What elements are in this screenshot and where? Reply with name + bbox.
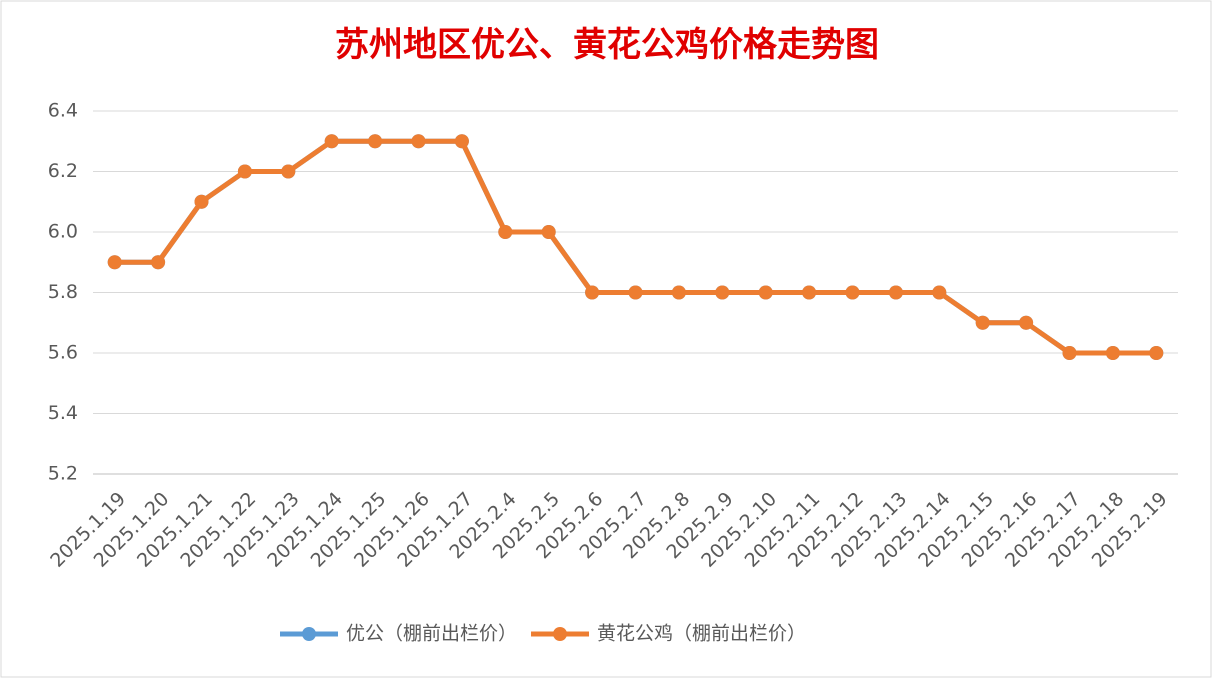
data-point xyxy=(368,134,383,149)
data-point xyxy=(498,225,513,239)
data-point xyxy=(585,285,600,300)
data-point xyxy=(151,255,166,270)
data-point xyxy=(888,285,903,300)
y-tick-label: 5.8 xyxy=(48,281,78,303)
data-point xyxy=(107,255,122,270)
y-tick-label: 6.2 xyxy=(48,160,78,182)
data-point xyxy=(411,134,426,149)
data-point xyxy=(1149,346,1164,360)
data-point xyxy=(758,285,773,300)
y-tick-label: 5.4 xyxy=(48,402,78,424)
y-tick-label: 6.4 xyxy=(48,100,78,122)
y-tick-label: 5.6 xyxy=(48,342,78,364)
data-point xyxy=(1019,315,1034,330)
y-tick-label: 6.0 xyxy=(48,221,78,243)
data-point xyxy=(281,164,296,179)
data-point xyxy=(454,134,469,149)
data-point xyxy=(802,285,817,300)
data-point xyxy=(671,285,686,300)
legend-label: 优公（棚前出栏价） xyxy=(346,623,517,645)
legend-label: 黄花公鸡（棚前出栏价） xyxy=(597,623,806,645)
data-point xyxy=(1105,346,1120,360)
data-point xyxy=(628,285,643,300)
data-point xyxy=(1062,346,1077,360)
legend-marker xyxy=(302,627,316,641)
data-point xyxy=(845,285,860,300)
data-point xyxy=(324,134,339,149)
legend-marker xyxy=(553,627,568,641)
data-point xyxy=(237,164,252,179)
data-point xyxy=(975,315,990,330)
data-point xyxy=(715,285,730,300)
chart-title: 苏州地区优公、黄花公鸡价格走势图 xyxy=(335,25,879,65)
y-tick-label: 5.2 xyxy=(48,463,78,485)
data-point xyxy=(541,225,556,239)
data-point xyxy=(932,285,947,300)
data-point xyxy=(194,194,209,209)
